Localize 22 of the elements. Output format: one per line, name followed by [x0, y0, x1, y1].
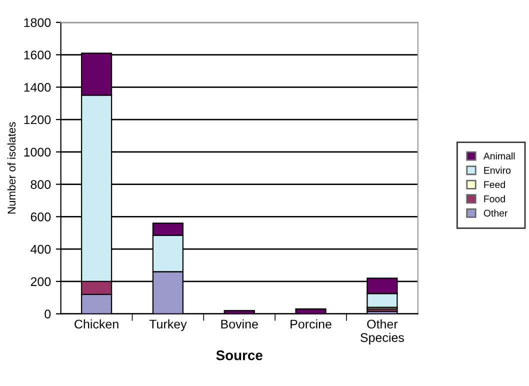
- y-tick-label: 1800: [24, 18, 51, 28]
- legend-label: Other: [484, 209, 508, 217]
- x-tick-label: Porcine: [290, 319, 332, 329]
- x-tick-label: Bovine: [221, 319, 258, 329]
- y-tick-label: 1400: [24, 82, 51, 92]
- y-tick-label: 0: [44, 310, 51, 318]
- x-axis-title: Source: [216, 350, 262, 360]
- legend-label: Enviro: [484, 166, 511, 174]
- legend-label: Food: [484, 195, 505, 202]
- y-tick-label: 1600: [24, 50, 51, 60]
- y-tick-label: 800: [30, 180, 51, 189]
- y-tick-label: 600: [30, 212, 51, 222]
- y-tick-label: 1000: [24, 148, 51, 157]
- legend-label: Feed: [484, 180, 505, 188]
- x-tick-label: Chicken: [74, 319, 118, 329]
- x-tick-label: Other Species: [360, 319, 404, 344]
- legend-label: Animall: [483, 152, 515, 160]
- y-axis-title: Number of isolates: [7, 122, 16, 214]
- y-tick-label: 1200: [24, 115, 51, 124]
- y-tick-label: 200: [30, 277, 51, 286]
- y-tick-label: 400: [30, 244, 51, 254]
- x-tick-label: Turkey: [149, 319, 187, 332]
